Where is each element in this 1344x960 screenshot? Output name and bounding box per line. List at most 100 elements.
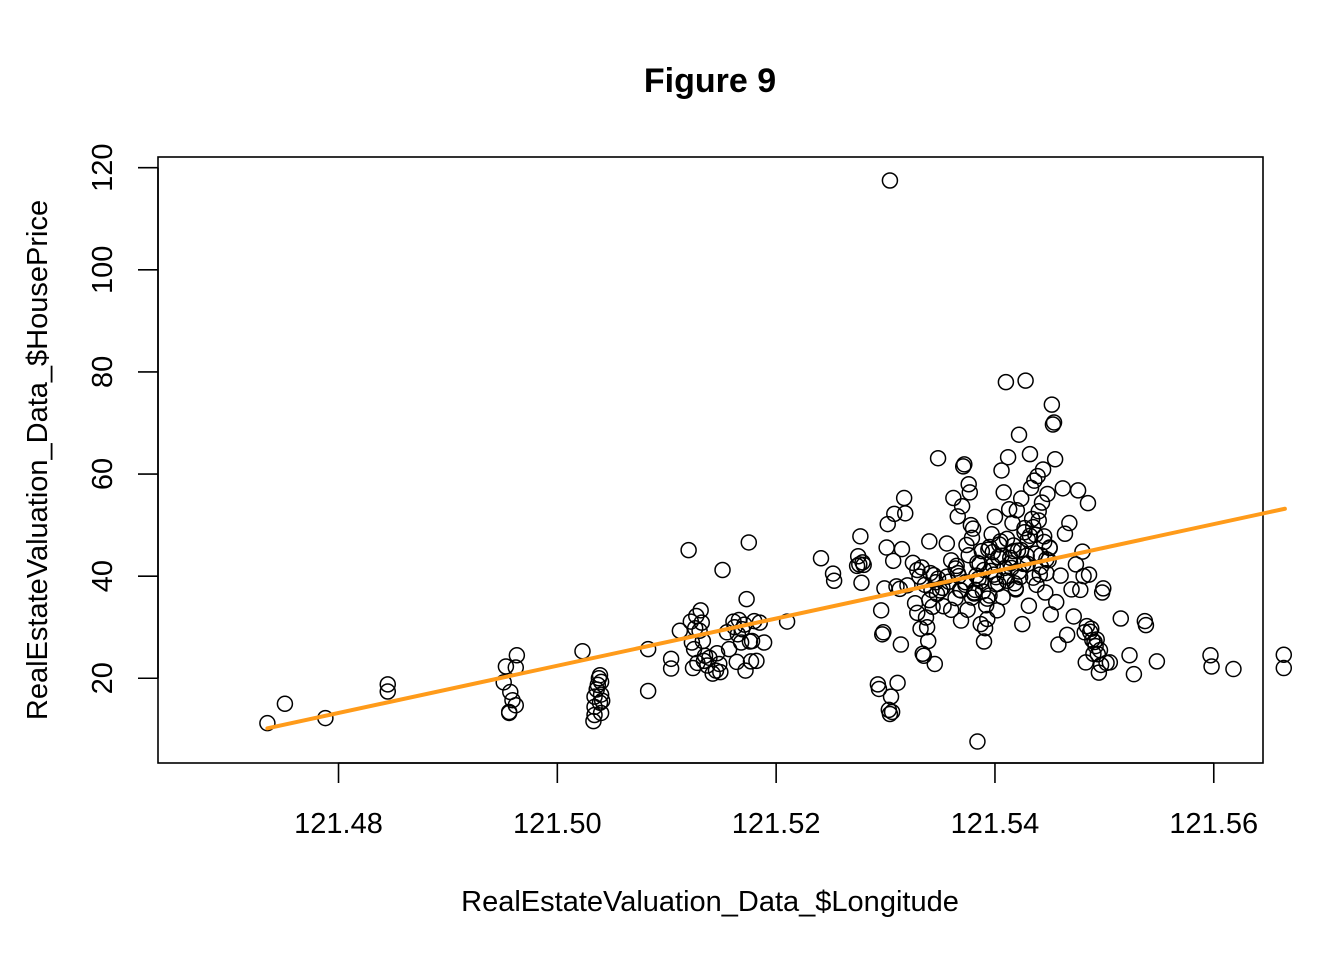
- data-point: [692, 602, 709, 619]
- data-point: [953, 497, 971, 515]
- data-point: [1056, 525, 1074, 543]
- data-point: [708, 644, 726, 662]
- data-point: [929, 570, 947, 587]
- data-point: [1112, 610, 1130, 627]
- data-point: [875, 624, 892, 641]
- data-point: [1125, 665, 1143, 683]
- data-point: [964, 520, 982, 537]
- data-point: [969, 733, 986, 750]
- data-point: [1021, 527, 1039, 545]
- data-point: [960, 476, 977, 493]
- data-point: [909, 561, 926, 579]
- data-point: [662, 660, 680, 677]
- data-point: [1020, 597, 1038, 615]
- data-point: [589, 676, 607, 694]
- data-point: [276, 695, 294, 713]
- data-point: [1035, 533, 1053, 551]
- data-point: [1010, 426, 1028, 443]
- data-point: [1002, 549, 1019, 567]
- data-point: [1065, 608, 1082, 625]
- y-tick-label: 60: [87, 458, 119, 490]
- data-point: [929, 449, 947, 467]
- x-axis: 121.48 121.50 121.52 121.54 121.56: [294, 762, 1258, 840]
- data-point: [693, 614, 710, 631]
- y-axis-label: RealEstateValuation_Data_$HousePrice: [22, 200, 54, 720]
- data-point: [1225, 660, 1242, 678]
- y-tick-label: 100: [87, 246, 119, 294]
- data-points: [259, 172, 1293, 750]
- data-point: [938, 535, 956, 552]
- data-point: [889, 674, 906, 692]
- data-point: [909, 604, 926, 622]
- data-point: [1041, 539, 1058, 556]
- data-point: [921, 533, 938, 550]
- data-point: [737, 662, 754, 679]
- data-point: [1087, 637, 1104, 655]
- data-point: [1063, 581, 1080, 598]
- data-point: [963, 529, 981, 547]
- data-point: [960, 546, 977, 564]
- data-point: [1080, 566, 1098, 583]
- data-point: [1061, 514, 1078, 532]
- data-point: [959, 601, 976, 619]
- data-point: [1012, 490, 1030, 507]
- data-point: [1050, 636, 1067, 653]
- data-point: [1029, 467, 1046, 485]
- y-axis: 20 40 60 80 100 120: [87, 144, 159, 694]
- data-point: [993, 462, 1010, 479]
- data-point: [1030, 512, 1047, 529]
- data-point: [962, 516, 980, 534]
- data-point: [896, 505, 914, 522]
- data-point: [1082, 620, 1100, 637]
- y-tick-label: 20: [87, 662, 119, 694]
- y-tick-label: 80: [87, 356, 119, 388]
- data-point: [379, 683, 397, 700]
- data-point: [919, 632, 937, 650]
- data-point: [899, 577, 916, 594]
- data-point: [698, 657, 716, 674]
- data-point: [1047, 593, 1065, 611]
- data-point: [892, 636, 910, 653]
- data-point: [993, 547, 1010, 564]
- data-point: [1202, 647, 1219, 664]
- data-point: [812, 550, 830, 567]
- data-point: [938, 568, 956, 585]
- data-point: [956, 456, 973, 473]
- data-point: [926, 655, 944, 673]
- data-point: [1033, 494, 1051, 511]
- data-point: [942, 601, 960, 619]
- data-point: [913, 559, 930, 576]
- data-point: [1069, 482, 1087, 499]
- data-point: [732, 634, 750, 651]
- data-point: [824, 565, 842, 582]
- data-point: [872, 602, 890, 619]
- data-point: [1021, 445, 1039, 463]
- y-tick-label: 120: [87, 144, 119, 192]
- data-point: [1058, 626, 1076, 644]
- data-point: [1148, 653, 1166, 670]
- x-axis-label: RealEstateValuation_Data_$Longitude: [461, 886, 959, 918]
- data-point: [853, 574, 870, 592]
- data-point: [1089, 646, 1107, 663]
- data-point: [1008, 502, 1026, 519]
- data-point: [884, 552, 902, 570]
- data-point: [586, 688, 603, 705]
- data-point: [961, 484, 979, 501]
- data-point: [977, 596, 995, 614]
- data-point: [870, 680, 888, 698]
- data-point: [1137, 616, 1155, 634]
- data-point: [1034, 461, 1052, 478]
- data-point: [592, 673, 610, 691]
- data-point: [1016, 523, 1033, 541]
- data-point: [592, 686, 610, 703]
- x-tick-label: 121.50: [513, 808, 602, 840]
- data-point: [680, 541, 697, 559]
- data-point: [1037, 584, 1054, 601]
- data-point: [1030, 503, 1047, 520]
- data-point: [662, 650, 680, 668]
- data-point: [1045, 414, 1063, 431]
- y-tick-label: 40: [87, 560, 119, 592]
- data-point: [714, 561, 731, 579]
- data-point: [755, 634, 773, 651]
